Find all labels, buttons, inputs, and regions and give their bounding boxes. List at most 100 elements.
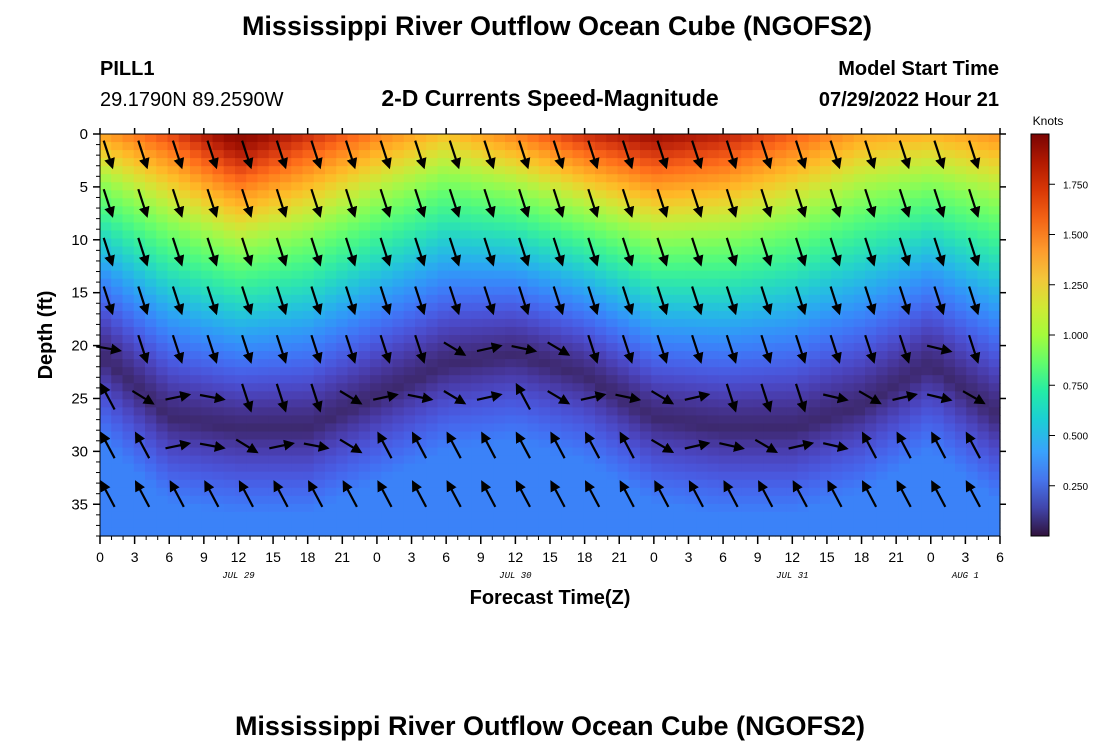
heatmap-cell [415,527,427,537]
heatmap-cell [437,463,450,473]
heatmap-cell [156,383,169,392]
heatmap-cell [257,190,270,199]
heatmap-cell [572,391,585,400]
heatmap-cell [572,375,585,384]
heatmap-cell [516,318,529,328]
heatmap-cell [358,335,371,344]
heatmap-cell [178,415,191,425]
heatmap-cell [291,206,304,215]
heatmap-cell [145,431,157,441]
heatmap-cell [223,503,236,513]
heatmap-cell [381,294,394,304]
heatmap-cell [246,278,259,288]
heatmap-cell [415,230,427,240]
heatmap-cell [718,286,731,296]
heatmap-cell [336,399,349,408]
heatmap-cell [426,278,439,288]
heatmap-cell [718,254,731,264]
heatmap-cell [448,519,461,529]
heatmap-cell [167,158,180,167]
heatmap-cell [921,134,934,143]
heatmap-cell [460,294,472,304]
heatmap-cell [145,142,157,151]
y-axis-label: Depth (ft) [35,291,57,380]
heatmap-cell [381,503,394,513]
heatmap-cell [550,198,562,207]
heatmap-cell [887,174,900,183]
heatmap-cell [325,182,337,191]
heatmap-cell [763,246,776,256]
heatmap-cell [223,318,236,328]
heatmap-cell [718,310,731,320]
heatmap-cell [730,415,742,425]
heatmap-cell [606,150,619,159]
heatmap-cell [527,383,540,392]
heatmap-cell [741,479,754,489]
heatmap-cell [561,246,574,256]
heatmap-cell [910,190,922,199]
heatmap-cell [336,495,349,505]
heatmap-cell [853,286,866,296]
heatmap-cell [145,278,157,288]
heatmap-cell [887,222,900,232]
heatmap-cell [831,134,844,143]
heatmap-cell [100,519,112,529]
x-tick-label: 6 [442,549,450,565]
heatmap-cell [752,286,765,296]
heatmap-cell [223,375,236,384]
heatmap-cell [617,262,630,272]
heatmap-cell [145,134,157,143]
heatmap-cell [606,318,619,328]
heatmap-cell [178,318,191,328]
heatmap-cell [201,407,214,416]
heatmap-cell [460,471,472,481]
heatmap-cell [797,415,810,425]
heatmap-cell [426,487,439,497]
heatmap-cell [752,423,765,433]
heatmap-cell [685,270,697,280]
heatmap-cell [718,471,731,481]
heatmap-cell [685,447,697,457]
heatmap-cell [921,262,934,272]
heatmap-cell [977,359,990,368]
heatmap-cell [291,511,304,521]
heatmap-cell [820,166,832,175]
current-arrow [206,140,219,170]
heatmap-cell [122,278,135,288]
heatmap-cell [156,190,169,199]
current-arrow [621,140,635,170]
heatmap-cell [561,503,574,513]
heatmap-cell [415,142,427,151]
heatmap-cell [403,471,416,481]
heatmap-cell [460,150,472,159]
heatmap-cell [898,270,911,280]
heatmap-cell [145,471,157,481]
heatmap-cell [122,511,135,521]
heatmap-cell [808,407,821,416]
heatmap-cell [763,270,776,280]
heatmap-cell [977,286,990,296]
heatmap-cell [111,495,124,505]
heatmap-cell [358,519,371,529]
heatmap-cell [932,519,945,529]
heatmap-cell [988,302,1001,312]
heatmap-cell [325,383,337,392]
heatmap-cell [572,310,585,320]
heatmap-cell [572,447,585,457]
heatmap-cell [898,463,911,473]
heatmap-cell [460,230,472,240]
current-arrow [448,237,461,267]
heatmap-cell [190,367,202,376]
heatmap-cell [302,142,315,151]
heatmap-cell [662,487,675,497]
heatmap-cell [381,198,394,207]
heatmap-cell [550,423,562,433]
heatmap-cell [651,407,664,416]
heatmap-cell [505,166,517,175]
heatmap-cell [280,238,292,248]
heatmap-cell [527,391,540,400]
heatmap-cell [358,431,371,441]
heatmap-cell [370,351,382,360]
heatmap-cell [583,343,596,352]
heatmap-cell [392,302,405,312]
